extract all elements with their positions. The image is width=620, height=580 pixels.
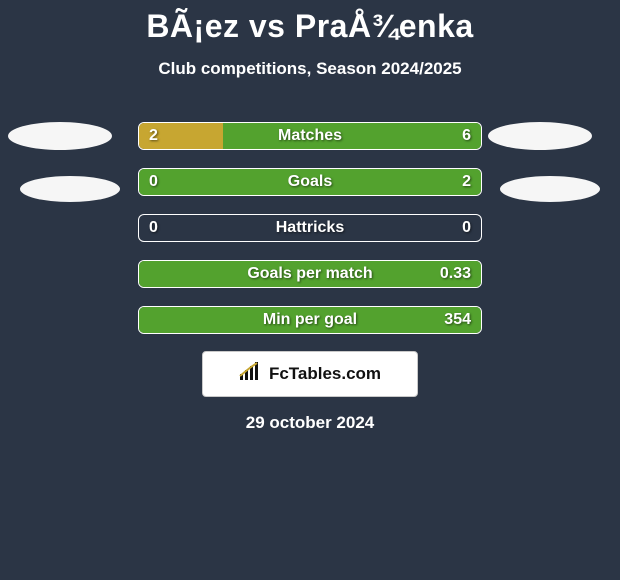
stat-bar-right	[138, 261, 481, 287]
stat-bar-track: 0 0Hattricks	[138, 214, 482, 242]
stat-bar-right	[223, 123, 481, 149]
stat-row: 00.33Goals per match	[0, 251, 620, 297]
stat-value-right: 0	[462, 215, 471, 241]
stat-row: 0 0Hattricks	[0, 205, 620, 251]
footer-date: 29 october 2024	[0, 413, 620, 433]
page-subtitle: Club competitions, Season 2024/2025	[0, 59, 620, 79]
page-title: BÃ¡ez vs PraÅ¾enka	[0, 0, 620, 45]
stat-bar-track: 0354Min per goal	[138, 306, 482, 334]
stat-bar-right	[138, 307, 481, 333]
stat-row: 02Goals	[0, 159, 620, 205]
stat-row: 26Matches	[0, 113, 620, 159]
stat-bar-track: 00.33Goals per match	[138, 260, 482, 288]
stat-value-left: 0	[149, 215, 158, 241]
source-badge-text: FcTables.com	[269, 364, 381, 384]
stat-bar-track: 26Matches	[138, 122, 482, 150]
stat-label: Hattricks	[139, 215, 481, 241]
chart-icon	[239, 362, 263, 387]
stat-row: 0354Min per goal	[0, 297, 620, 343]
source-badge: FcTables.com	[202, 351, 418, 397]
stat-bar-left	[139, 123, 225, 149]
stat-bar-right	[138, 169, 481, 195]
stat-rows: 26Matches 02Goals 0 0Hattricks 00.33Goals pe…	[0, 113, 620, 343]
stat-bar-track: 02Goals	[138, 168, 482, 196]
